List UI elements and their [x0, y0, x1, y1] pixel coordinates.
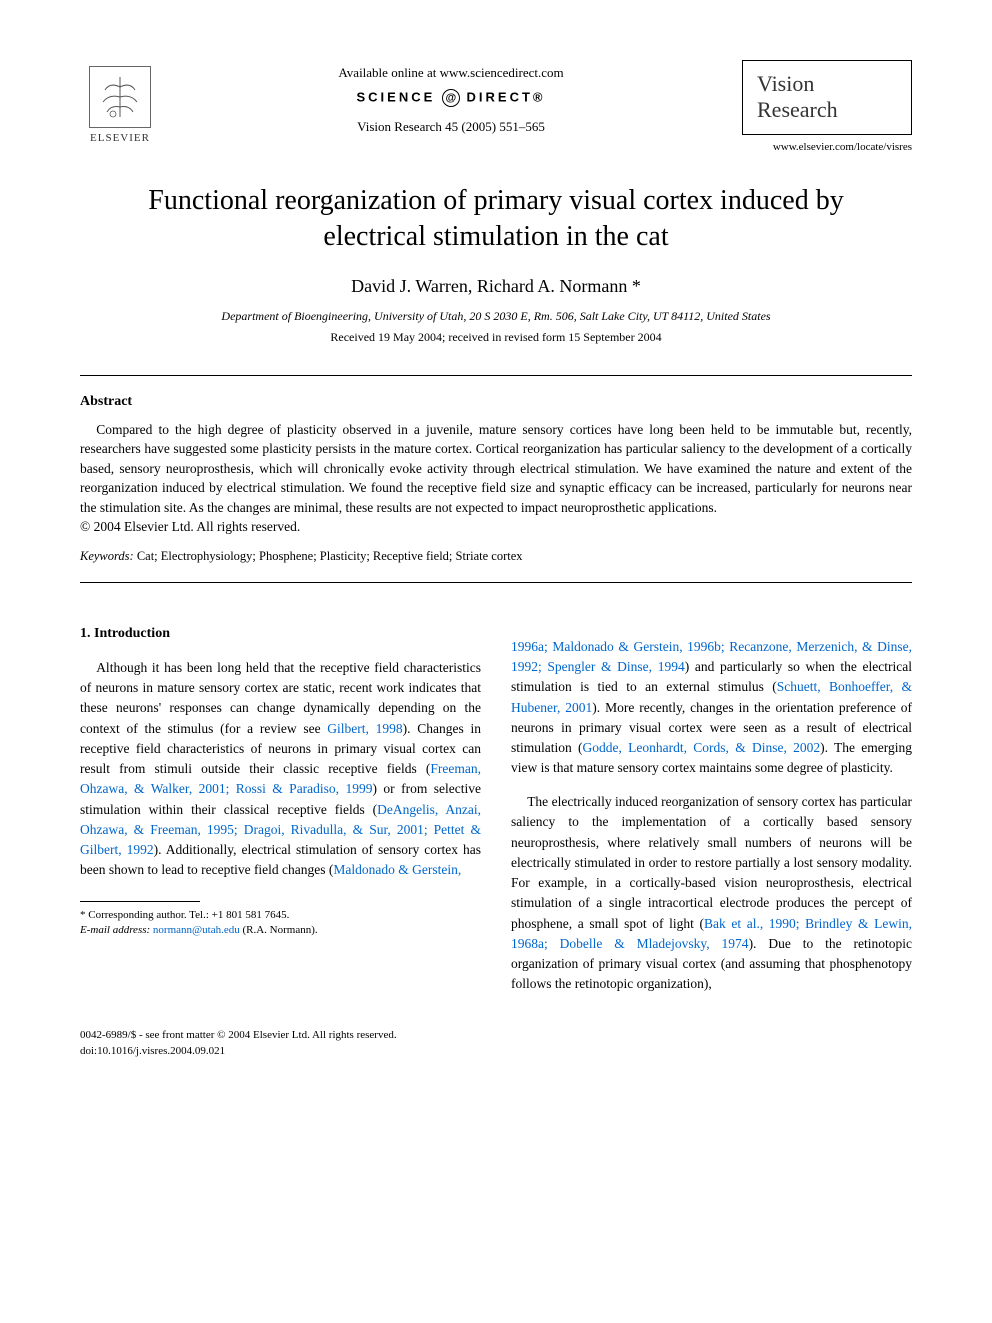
article-title: Functional reorganization of primary vis… — [140, 183, 852, 256]
intro-paragraph-2: The electrically induced reorganization … — [511, 792, 912, 995]
journal-name-line2: Research — [757, 97, 897, 123]
intro-paragraph-1: Although it has been long held that the … — [80, 658, 481, 881]
available-online-text: Available online at www.sciencedirect.co… — [160, 65, 742, 81]
keywords-line: Keywords: Cat; Electrophysiology; Phosph… — [80, 549, 912, 564]
sd-left: SCIENCE — [356, 89, 435, 104]
header-row: ELSEVIER Available online at www.science… — [80, 60, 912, 153]
ref-godde[interactable]: Godde, Leonhardt, Cords, & Dinse, 2002 — [583, 740, 821, 755]
footer-line1: 0042-6989/$ - see front matter © 2004 El… — [80, 1028, 912, 1043]
page-container: ELSEVIER Available online at www.science… — [0, 0, 992, 1099]
section-heading-intro: 1. Introduction — [80, 623, 481, 644]
email-label: E-mail address: — [80, 924, 150, 936]
footer-meta: 0042-6989/$ - see front matter © 2004 El… — [80, 1028, 912, 1059]
intro-paragraph-1-cont: 1996a; Maldonado & Gerstein, 1996b; Reca… — [511, 637, 912, 779]
rule-top — [80, 375, 912, 376]
footer-line2: doi:10.1016/j.visres.2004.09.021 — [80, 1044, 912, 1059]
elsevier-tree-icon — [89, 66, 151, 128]
center-header: Available online at www.sciencedirect.co… — [160, 60, 742, 135]
abstract-copyright: © 2004 Elsevier Ltd. All rights reserved… — [80, 519, 912, 535]
science-direct-logo: SCIENCE @ DIRECT® — [160, 89, 742, 107]
email-suffix: (R.A. Normann). — [240, 924, 318, 936]
keywords-label: Keywords: — [80, 549, 134, 563]
text-span: The electrically induced reorganization … — [511, 794, 912, 931]
elsevier-logo: ELSEVIER — [80, 60, 160, 150]
at-icon: @ — [442, 89, 460, 107]
journal-box: Vision Research — [742, 60, 912, 135]
column-right: 1996a; Maldonado & Gerstein, 1996b; Reca… — [511, 623, 912, 1008]
column-left: 1. Introduction Although it has been lon… — [80, 623, 481, 1008]
journal-url: www.elsevier.com/locate/visres — [742, 141, 912, 153]
footnote-corresponding: * Corresponding author. Tel.: +1 801 581… — [80, 908, 481, 923]
journal-name-line1: Vision — [757, 71, 897, 97]
ref-gilbert[interactable]: Gilbert, 1998 — [327, 721, 402, 736]
rule-bottom — [80, 582, 912, 583]
body-columns: 1. Introduction Although it has been lon… — [80, 623, 912, 1008]
received-dates: Received 19 May 2004; received in revise… — [80, 330, 912, 345]
ref-maldonado[interactable]: Maldonado & Gerstein, — [333, 862, 461, 877]
affiliation: Department of Bioengineering, University… — [80, 309, 912, 324]
journal-box-wrapper: Vision Research www.elsevier.com/locate/… — [742, 60, 912, 153]
authors: David J. Warren, Richard A. Normann * — [80, 276, 912, 297]
email-link[interactable]: normann@utah.edu — [153, 924, 240, 936]
abstract-heading: Abstract — [80, 394, 912, 410]
abstract-body: Compared to the high degree of plasticit… — [80, 420, 912, 518]
journal-reference: Vision Research 45 (2005) 551–565 — [160, 119, 742, 135]
sd-right: DIRECT® — [467, 89, 546, 104]
elsevier-label: ELSEVIER — [90, 132, 150, 144]
footnote-email: E-mail address: normann@utah.edu (R.A. N… — [80, 923, 481, 938]
footnote-rule — [80, 901, 200, 902]
keywords-text: Cat; Electrophysiology; Phosphene; Plast… — [134, 549, 523, 563]
